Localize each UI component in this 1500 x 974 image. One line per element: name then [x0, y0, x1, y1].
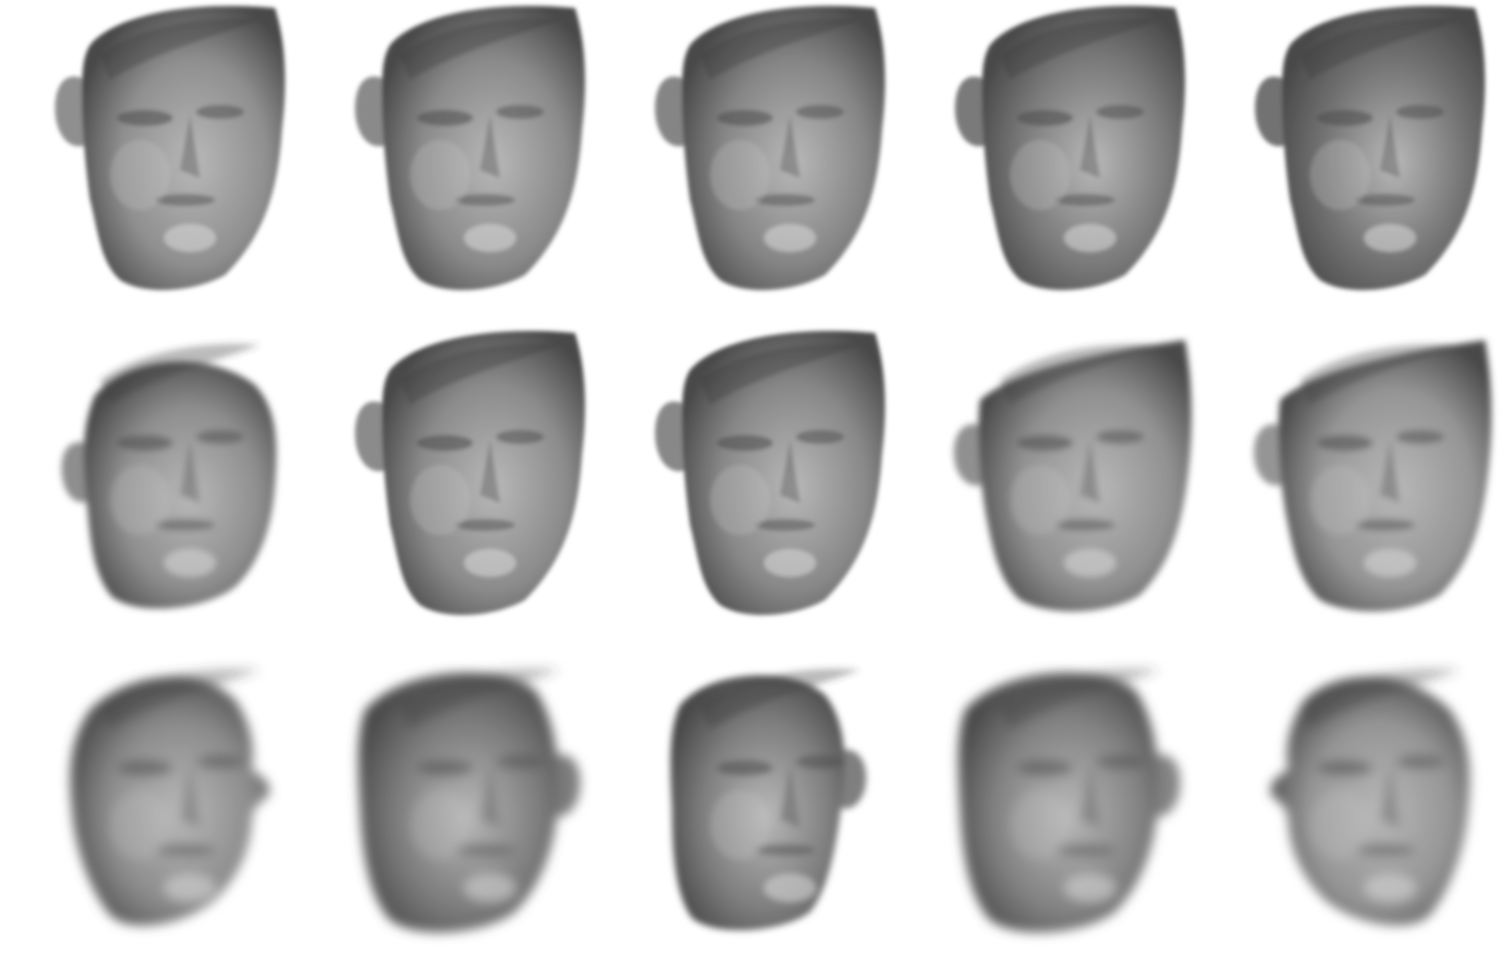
eye-shadow: [196, 755, 244, 769]
chin-highlight: [464, 549, 516, 577]
eye-shadow: [1396, 755, 1444, 769]
chin-highlight: [1064, 549, 1116, 577]
ear-shape: [355, 76, 386, 146]
face-render-r3-c3: [620, 650, 920, 974]
eye-shadow: [496, 430, 544, 444]
cheek-highlight: [410, 140, 470, 210]
chin-highlight: [164, 224, 216, 252]
eye-shadow: [796, 430, 844, 444]
cheek-highlight: [1310, 790, 1370, 860]
face-render-r1-c5: [1220, 0, 1500, 324]
eye-shadow: [796, 755, 844, 769]
eye-shadow: [417, 760, 473, 776]
face-render-r2-c2: [320, 325, 620, 649]
chin-highlight: [164, 874, 216, 902]
eye-shadow: [496, 755, 544, 769]
eye-shadow: [496, 105, 544, 119]
face-image: [320, 325, 620, 649]
chin-highlight: [164, 549, 216, 577]
face-image: [20, 650, 320, 974]
ear-shape: [1255, 76, 1286, 146]
face-image: [20, 0, 320, 324]
face-image: [620, 650, 920, 974]
eye-shadow: [1096, 430, 1144, 444]
cheek-highlight: [1010, 790, 1070, 860]
ear-shape: [55, 76, 86, 146]
eye-shadow: [196, 430, 244, 444]
face-image: [920, 325, 1220, 649]
ear-shape: [355, 401, 386, 471]
cheek-highlight: [710, 140, 770, 210]
eye-shadow: [717, 760, 773, 776]
face-render-r1-c4: [920, 0, 1220, 324]
face-image: [320, 0, 620, 324]
cheek-highlight: [1010, 140, 1070, 210]
chin-highlight: [464, 224, 516, 252]
chin-highlight: [764, 874, 816, 902]
face-image: [20, 325, 320, 649]
cheek-highlight: [1010, 465, 1070, 535]
chin-highlight: [1364, 549, 1416, 577]
face-image: [1220, 325, 1500, 649]
eye-shadow: [1017, 110, 1073, 126]
face-image: [620, 0, 920, 324]
cheek-highlight: [1310, 140, 1370, 210]
chin-highlight: [764, 549, 816, 577]
face-render-r3-c4: [920, 650, 1220, 974]
ear-shape: [655, 401, 686, 471]
chin-highlight: [1364, 224, 1416, 252]
eye-shadow: [117, 760, 173, 776]
eye-shadow: [1396, 105, 1444, 119]
eye-shadow: [717, 435, 773, 451]
eye-shadow: [1396, 430, 1444, 444]
face-image: [1220, 650, 1500, 974]
ear-shape: [655, 76, 686, 146]
ear-shape: [955, 76, 986, 146]
cheek-highlight: [710, 465, 770, 535]
eye-shadow: [1096, 755, 1144, 769]
face-image: [920, 0, 1220, 324]
cheek-highlight: [110, 465, 170, 535]
eye-shadow: [417, 110, 473, 126]
face-render-r2-c1: [20, 325, 320, 649]
face-render-r2-c5: [1220, 325, 1500, 649]
cheek-highlight: [410, 465, 470, 535]
face-render-r2-c3: [620, 325, 920, 649]
cheek-highlight: [710, 790, 770, 860]
cheek-highlight: [1310, 465, 1370, 535]
chin-highlight: [1064, 874, 1116, 902]
cheek-highlight: [110, 790, 170, 860]
cheek-highlight: [110, 140, 170, 210]
face-render-r3-c2: [320, 650, 620, 974]
face-image: [920, 650, 1220, 974]
eye-shadow: [1096, 105, 1144, 119]
face-render-r1-c2: [320, 0, 620, 324]
cheek-highlight: [410, 790, 470, 860]
face-render-r3-c1: [20, 650, 320, 974]
face-render-r1-c3: [620, 0, 920, 324]
face-render-r1-c1: [20, 0, 320, 324]
chin-highlight: [464, 874, 516, 902]
face-render-r3-c5: [1220, 650, 1500, 974]
eye-shadow: [717, 110, 773, 126]
chin-highlight: [1064, 224, 1116, 252]
eye-shadow: [796, 105, 844, 119]
chin-highlight: [764, 224, 816, 252]
eye-shadow: [1017, 760, 1073, 776]
eye-shadow: [417, 435, 473, 451]
face-image: [1220, 0, 1500, 324]
face-image: [320, 650, 620, 974]
face-render-r2-c4: [920, 325, 1220, 649]
eye-shadow: [117, 110, 173, 126]
eye-shadow: [1317, 110, 1373, 126]
eye-shadow: [117, 435, 173, 451]
eye-shadow: [196, 105, 244, 119]
face-image: [620, 325, 920, 649]
chin-highlight: [1364, 874, 1416, 902]
eye-shadow: [1317, 760, 1373, 776]
eye-shadow: [1317, 435, 1373, 451]
eye-shadow: [1017, 435, 1073, 451]
